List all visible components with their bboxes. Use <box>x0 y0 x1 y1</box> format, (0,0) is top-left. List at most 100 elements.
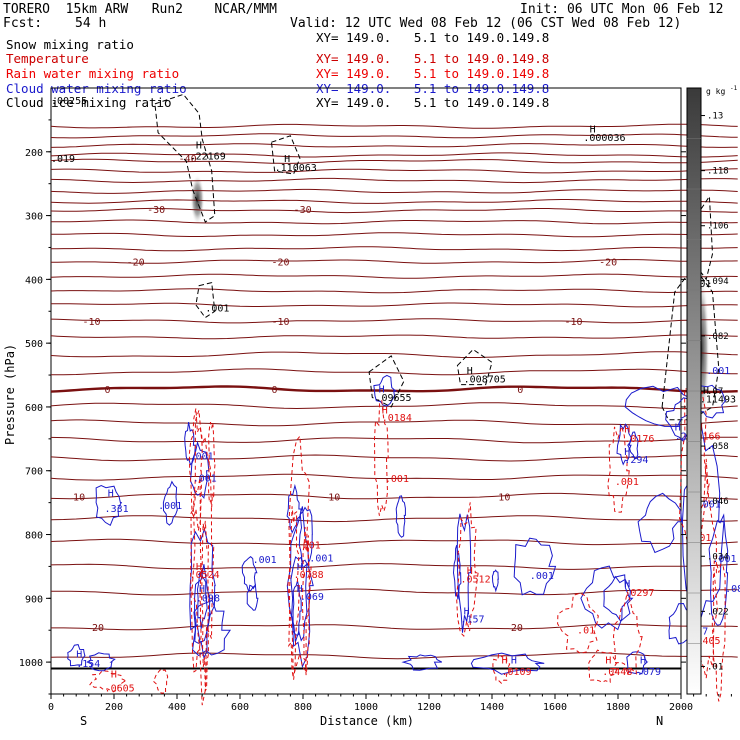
contour-value-label: .008705 <box>464 375 506 386</box>
contour-value-label: .110063 <box>275 163 317 174</box>
cloud-water-contour <box>708 513 729 626</box>
colorbar-tick-label: .094 <box>707 277 729 287</box>
y-tick-label: 800 <box>25 531 43 542</box>
rain-water-contour <box>188 408 203 531</box>
contour-value-label: .08 <box>725 584 740 595</box>
x-tick-label: 1400 <box>480 702 504 713</box>
high-marker: H <box>379 384 385 395</box>
colorbar-tick-label: .118 <box>707 167 729 177</box>
isotherm-line <box>51 302 738 308</box>
contour-value-label: .331 <box>105 504 129 515</box>
field-xy-cloud-ice: XY= 149.0. 5.1 to 149.0.149.8 <box>316 95 550 110</box>
contour-value-label: .0109 <box>501 667 531 678</box>
contour-value-label: .001 <box>158 501 182 512</box>
isotherm-label: 0 <box>517 385 523 396</box>
colorbar-tick-label: .034 <box>707 552 729 562</box>
rain-water-contour <box>711 560 726 702</box>
cloud-water-contour <box>194 564 211 660</box>
colorbar-tick-label: .082 <box>707 332 729 342</box>
contour-value-label: .098 <box>196 594 220 605</box>
high-marker: H <box>108 488 114 499</box>
contour-value-label: .001 <box>297 541 321 552</box>
high-marker: H <box>297 562 303 573</box>
isotherm-line <box>50 207 738 214</box>
high-marker: H <box>624 424 630 435</box>
isotherm-line <box>50 273 738 279</box>
cloud-water-contour <box>603 575 634 622</box>
cloud-water-contour <box>298 506 313 567</box>
isotherm-line <box>50 402 738 410</box>
y-tick-label: 1000 <box>19 658 43 669</box>
cloud-water-contour <box>67 644 86 667</box>
contour-value-label: .0605 <box>105 683 135 694</box>
rain-water-contour <box>301 526 311 676</box>
isotherm-line <box>51 232 738 238</box>
colorbar-tick-label: .058 <box>707 442 729 452</box>
colorbar-unit: g kg <box>706 87 725 96</box>
x-axis-title: Distance (km) <box>320 714 414 728</box>
contour-value-label: .01 <box>577 625 595 636</box>
y-tick-label: 300 <box>25 212 43 223</box>
cloud-water-contour <box>580 565 632 631</box>
contour-value-label: .0184 <box>382 413 412 424</box>
contour-value-label: .154 <box>76 659 100 670</box>
contour-value-label: .0297 <box>624 588 654 599</box>
field-name-cloud-ice: Cloud ice mixing ratio <box>6 95 172 110</box>
x-tick-label: 1800 <box>606 702 630 713</box>
high-marker: H <box>624 579 630 590</box>
high-marker: H <box>675 423 681 434</box>
isotherm-label: -20 <box>272 258 290 269</box>
isotherm-line <box>50 168 738 174</box>
cloud-ice-shading-west <box>190 174 205 225</box>
rain-water-contour <box>288 434 312 677</box>
init-time: Init: 06 UTC Mon 06 Feb 12 <box>520 2 724 17</box>
y-tick-label: 200 <box>25 148 43 159</box>
contour-value-label: .001 <box>697 500 721 511</box>
isotherm-line <box>50 436 738 444</box>
high-marker: H <box>196 141 202 152</box>
cloud-ice-contour <box>456 348 493 386</box>
y-tick-label: 600 <box>25 403 43 414</box>
rain-water-contour <box>89 670 127 693</box>
contour-value-label: .001 <box>530 571 554 582</box>
contour-value-label: .001 <box>615 477 639 488</box>
high-marker: H <box>111 669 117 680</box>
x-tick-label: 0 <box>48 702 54 713</box>
isotherm-line <box>50 318 738 324</box>
cloud-water-contour <box>86 652 116 672</box>
rain-water-contour <box>678 373 710 567</box>
rain-water-contour <box>201 520 210 693</box>
isotherm-line <box>51 219 738 225</box>
contour-value-label: .001 <box>713 554 737 565</box>
isotherm-line <box>50 538 738 546</box>
contour-value-label: .0166 <box>690 431 720 442</box>
cloud-water-contour <box>395 495 406 538</box>
isotherm-label: -10 <box>564 317 582 328</box>
colorbar-tick-label: .01 <box>707 662 723 672</box>
y-tick-label: 500 <box>25 339 43 350</box>
high-marker: H <box>196 562 202 573</box>
contour-value-label: .0788 <box>294 570 324 581</box>
isotherm-line <box>50 515 738 523</box>
isotherm-label: -40 <box>179 154 197 165</box>
isotherm-label: 0 <box>105 385 111 396</box>
x-tick-label: 600 <box>231 702 249 713</box>
high-marker: H <box>703 386 709 397</box>
rain-water-contour <box>152 668 169 694</box>
isotherm-label: 10 <box>73 492 85 503</box>
y-tick-label: 900 <box>25 594 43 605</box>
cloud-water-contour <box>627 431 639 460</box>
contour-value-label: .09655 <box>375 393 411 404</box>
contour-value-label: .157 <box>461 615 485 626</box>
rain-water-contour <box>492 653 511 684</box>
isotherm-line <box>50 188 738 194</box>
high-marker: H <box>511 655 517 666</box>
isotherm-line <box>50 288 738 294</box>
contour-value-label: .001 <box>205 303 229 314</box>
isotherm-line <box>51 246 738 252</box>
high-marker: H <box>297 584 303 595</box>
field-xy-temperature: XY= 149.0. 5.1 to 149.0.149.8 <box>316 51 550 66</box>
isotherm-label: 10 <box>498 492 510 503</box>
cloud-water-contour <box>470 652 545 675</box>
high-marker: H <box>467 566 473 577</box>
